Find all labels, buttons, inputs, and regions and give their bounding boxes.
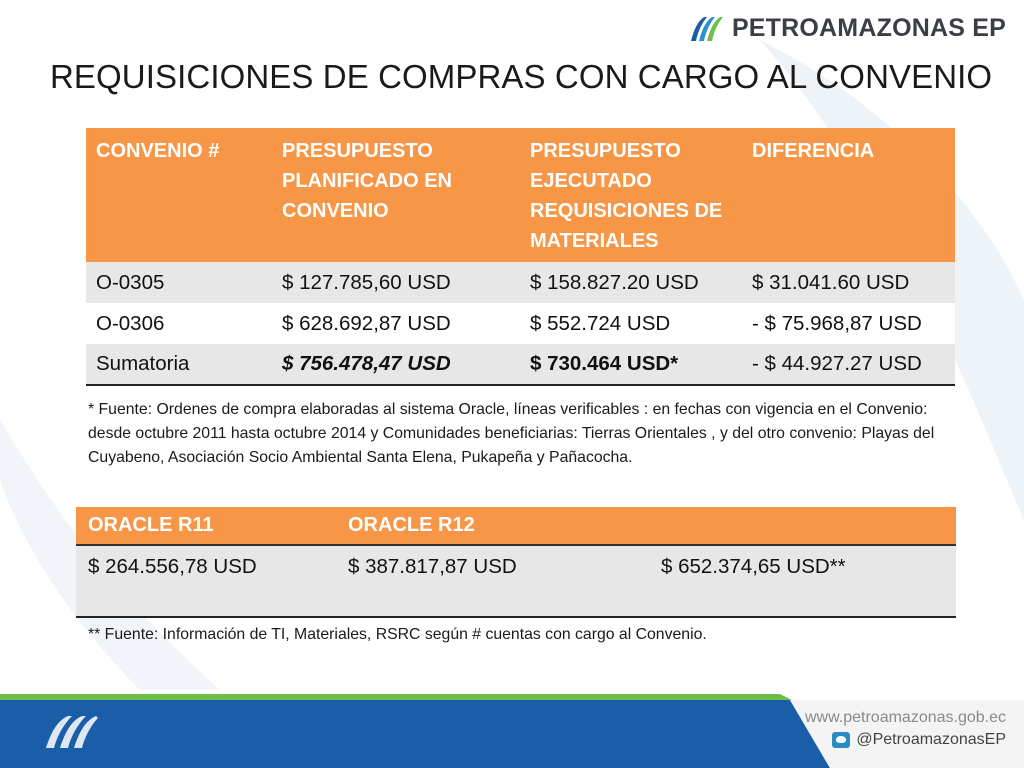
oracle-table: ORACLE R11 ORACLE R12 $ 264.556,78 USD $…	[76, 507, 956, 618]
header-diferencia: DIFERENCIA	[742, 128, 955, 262]
cell-diferencia: $ 31.041.60 USD	[742, 262, 955, 303]
cell-ejecutado: $ 730.464 USD*	[520, 344, 742, 385]
footer-band	[0, 694, 1024, 768]
cell-diferencia: - $ 44.927.27 USD	[742, 344, 955, 385]
table-row: O-0305 $ 127.785,60 USD $ 158.827.20 USD…	[86, 262, 955, 303]
cell-oracle-r12: $ 387.817,87 USD	[336, 544, 649, 617]
cell-convenio: O-0305	[86, 262, 272, 303]
header-convenio: CONVENIO #	[86, 128, 272, 262]
logo-mark-icon	[690, 16, 723, 41]
footer-website-link[interactable]: www.petroamazonas.gob.ec	[805, 709, 1006, 726]
cell-ejecutado: $ 158.827.20 USD	[520, 262, 742, 303]
header-oracle-r12: ORACLE R12	[336, 507, 649, 545]
cell-oracle-r11: $ 264.556,78 USD	[76, 544, 336, 617]
header-total	[649, 507, 956, 545]
cell-oracle-total: $ 652.374,65 USD**	[649, 544, 956, 617]
table-header-row: CONVENIO # PRESUPUESTO PLANIFICADO EN CO…	[86, 128, 955, 262]
header-presupuesto-planificado: PRESUPUESTO PLANIFICADO EN CONVENIO	[272, 128, 520, 262]
footnote-sources: * Fuente: Ordenes de compra elaboradas a…	[88, 401, 935, 466]
company-logo: PETROAMAZONAS EP	[688, 14, 1006, 43]
twitter-icon	[832, 732, 851, 748]
header-oracle-r11: ORACLE R11	[76, 507, 336, 545]
footnote-ti: ** Fuente: Información de TI, Materiales…	[88, 626, 707, 643]
table-row: $ 264.556,78 USD $ 387.817,87 USD $ 652.…	[76, 544, 956, 617]
logo-text: PETROAMAZONAS EP	[731, 14, 1006, 42]
header-presupuesto-ejecutado: PRESUPUESTO EJECUTADO REQUISICIONES DE M…	[520, 128, 742, 262]
cell-planificado: $ 628.692,87 USD	[272, 303, 520, 344]
page-title: REQUISICIONES DE COMPRAS CON CARGO AL CO…	[50, 58, 993, 95]
cell-convenio: O-0306	[86, 303, 272, 344]
footer-logo-mark-icon	[46, 716, 98, 748]
cell-convenio: Sumatoria	[86, 344, 272, 385]
cell-planificado: $ 756.478,47 USD	[272, 344, 520, 385]
table-header-row: ORACLE R11 ORACLE R12	[76, 507, 956, 545]
footer-social-link[interactable]: @PetroamazonasEP	[832, 731, 1006, 749]
table-row-total: Sumatoria $ 756.478,47 USD $ 730.464 USD…	[86, 344, 955, 385]
social-handle: @PetroamazonasEP	[856, 731, 1006, 748]
cell-planificado: $ 127.785,60 USD	[272, 262, 520, 303]
cell-ejecutado: $ 552.724 USD	[520, 303, 742, 344]
table-row: O-0306 $ 628.692,87 USD $ 552.724 USD - …	[86, 303, 955, 344]
cell-diferencia: - $ 75.968,87 USD	[742, 303, 955, 344]
budget-table: CONVENIO # PRESUPUESTO PLANIFICADO EN CO…	[86, 128, 955, 386]
